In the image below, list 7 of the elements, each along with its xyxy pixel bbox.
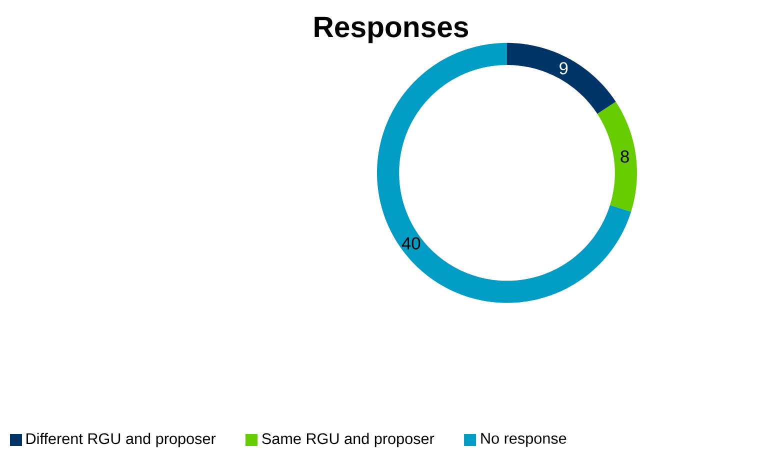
legend-label: No response: [481, 433, 566, 447]
data-label: 8: [620, 150, 629, 163]
chart-title: Responses: [314, 16, 468, 44]
legend-label: Same RGU and proposer: [262, 432, 434, 448]
legend-label: Different RGU and proposer: [26, 432, 216, 448]
data-label: 9: [560, 62, 568, 74]
data-label: 40: [402, 237, 420, 250]
